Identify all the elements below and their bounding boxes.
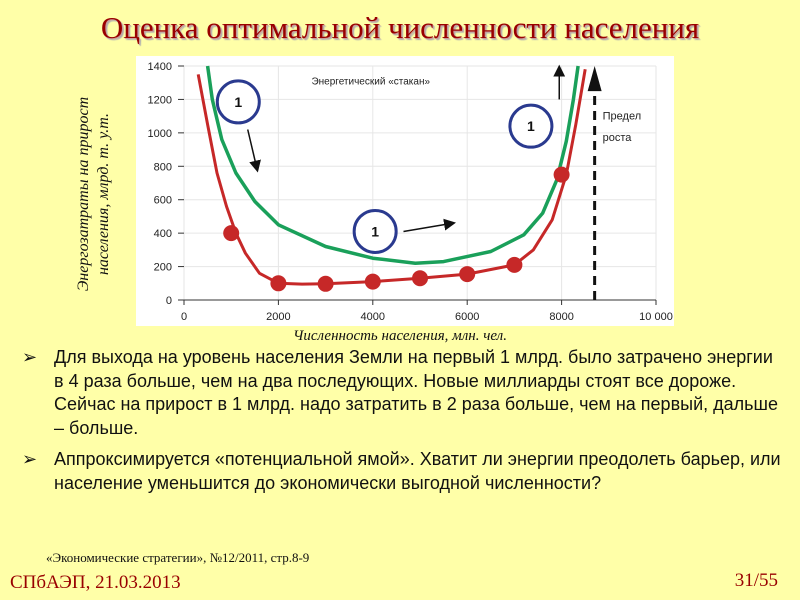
bullet-text-1: Для выхода на уровень населения Земли на… [54, 347, 778, 438]
x-tick-label: 10 000 [639, 311, 673, 323]
bullet-list: ➢ Для выхода на уровень населения Земли … [22, 346, 782, 503]
y-tick-label: 0 [166, 295, 172, 307]
annotation-arrow [246, 129, 261, 173]
annotation-circle-label: 1 [371, 223, 379, 239]
x-tick-label: 0 [181, 311, 187, 323]
x-tick-label: 6000 [455, 311, 479, 323]
source-citation: «Экономические стратегии», №12/2011, стр… [46, 550, 310, 565]
data-point [459, 266, 476, 283]
bullet-item-1: ➢ Для выхода на уровень населения Земли … [22, 346, 782, 440]
bullet-item-2: ➢ Аппроксимируется «потенциальной ямой».… [22, 448, 782, 495]
annotation-circle [508, 103, 554, 149]
data-point [270, 275, 287, 292]
annotation-circle [352, 208, 398, 254]
chart-ylabel: Энергозатраты на прирост населения, млрд… [75, 96, 112, 292]
slide-title: Оценка оптимальной численности населения [100, 10, 700, 45]
data-point [223, 225, 240, 242]
bullet-arrow-icon: ➢ [22, 347, 38, 367]
y-tick-label: 400 [154, 228, 172, 240]
y-tick-label: 1000 [148, 128, 172, 140]
energy-chart: 0 200 400 600 800 1000 1200 1400 0 2000 4000 6000 80… [148, 61, 673, 323]
page-number: 31/55 [734, 570, 778, 591]
glass-label: Энергетический «стакан» [311, 76, 430, 87]
annotation-circle-label: 1 [234, 94, 242, 110]
limit-arrow-icon [587, 66, 602, 92]
data-point [364, 273, 381, 290]
data-point [412, 270, 428, 287]
footer-org-date: СПбАЭП, 21.03.2013 [10, 572, 181, 593]
y-tick-label: 1400 [148, 61, 172, 73]
annotation-circle [215, 79, 261, 125]
bullet-text-2: Аппроксимируется «потенциальной ямой». Х… [54, 449, 781, 493]
y-tick-label: 200 [154, 262, 172, 274]
y-tick-label: 1200 [148, 94, 172, 106]
annotation-arrow [403, 218, 456, 233]
y-tick-label: 800 [154, 161, 172, 173]
limit-label: роста [603, 132, 633, 144]
data-point [506, 256, 523, 273]
data-point [317, 275, 334, 292]
bullet-arrow-icon: ➢ [22, 449, 38, 469]
annotation-circle-label: 1 [527, 118, 535, 134]
y-tick-label: 600 [154, 195, 172, 207]
chart-area: 0 200 400 600 800 1000 1200 1400 0 2000 4000 6000 80… [136, 56, 674, 326]
x-tick-label: 2000 [266, 311, 290, 323]
x-tick-label: 8000 [549, 311, 573, 323]
x-tick-label: 4000 [361, 311, 385, 323]
limit-label: Предел [603, 110, 642, 122]
chart-xlabel: Численность населения, млн. чел. [293, 328, 507, 344]
data-point [553, 166, 570, 183]
